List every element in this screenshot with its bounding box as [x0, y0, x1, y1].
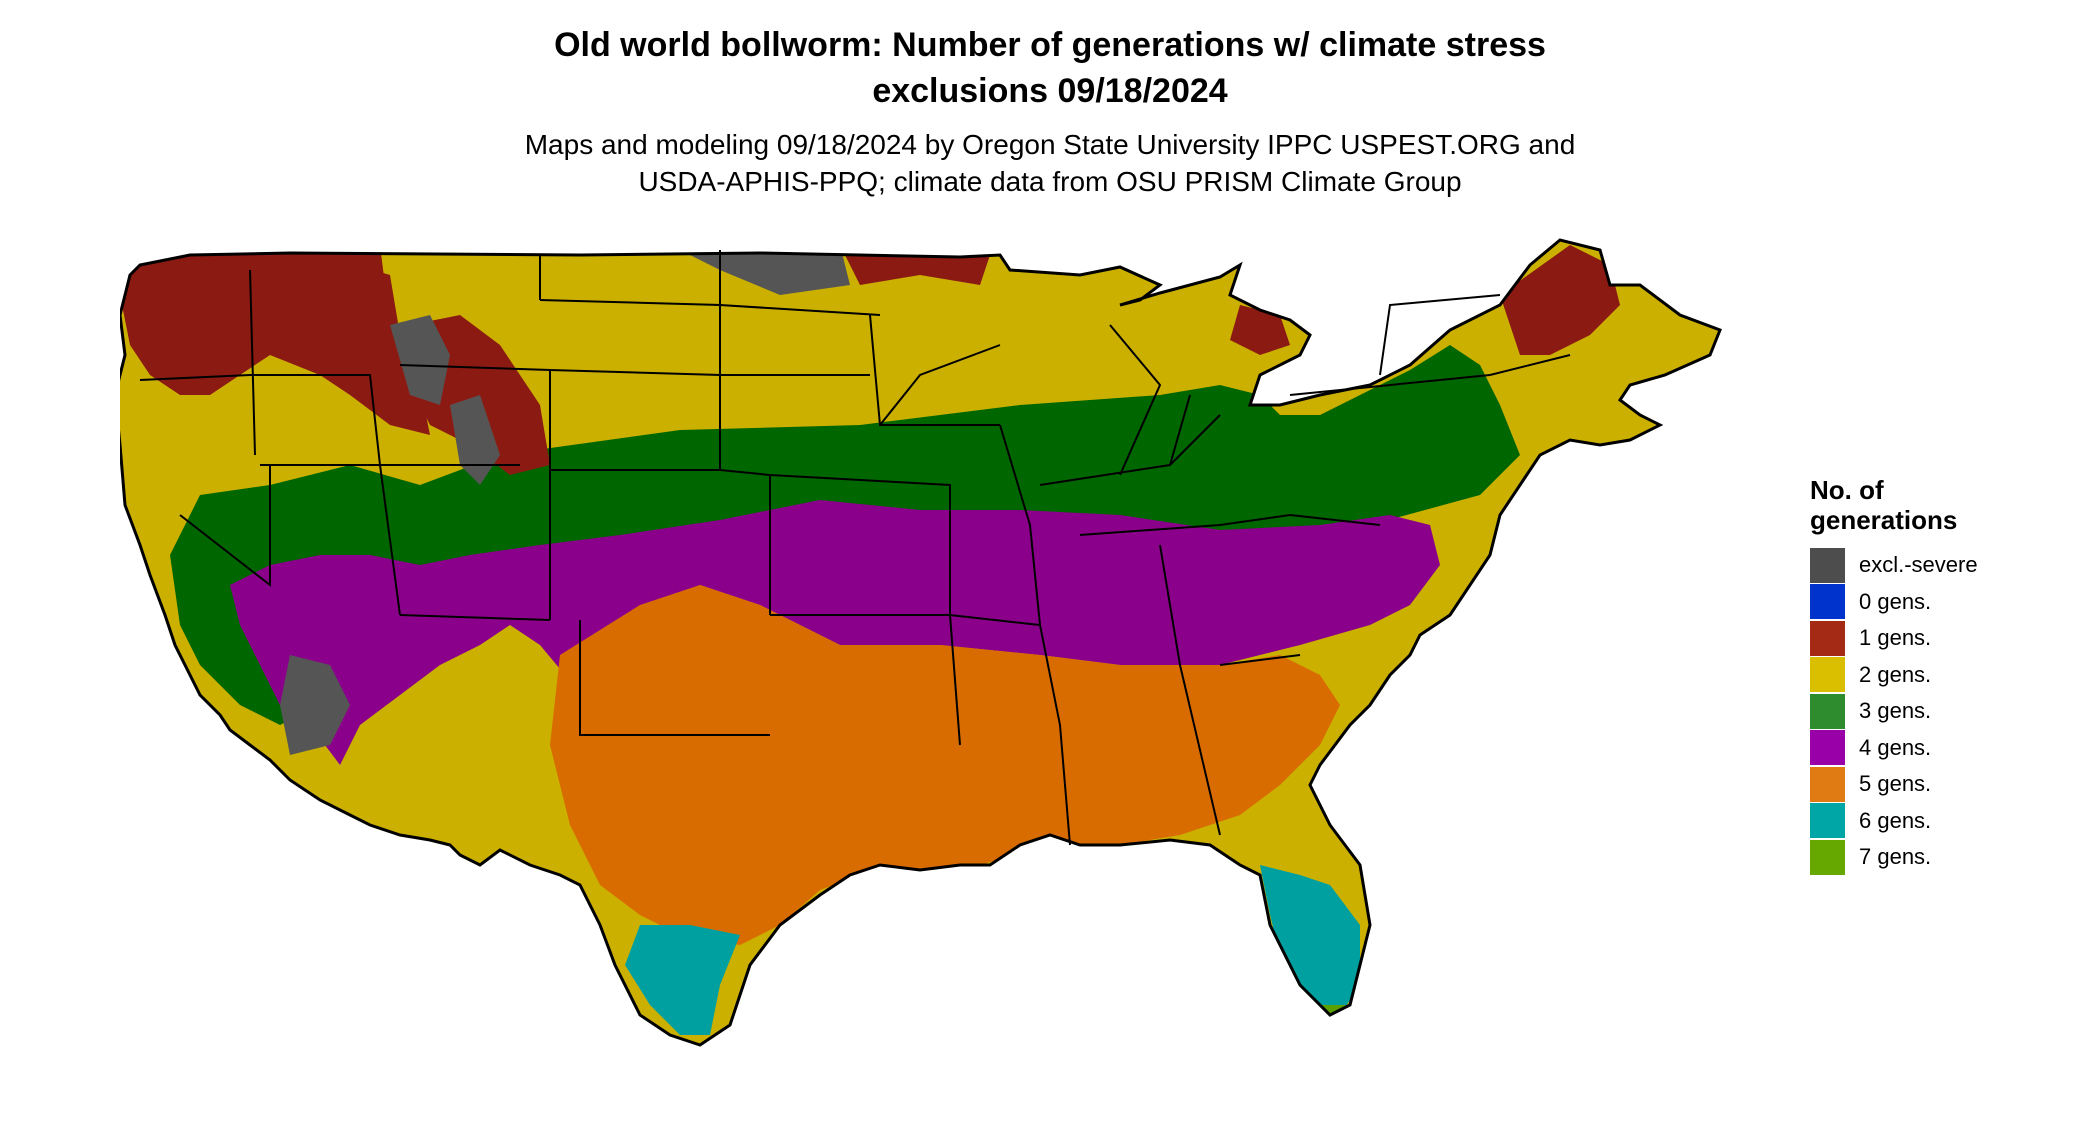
- state-boundary: [1289, 374, 1491, 396]
- legend-title-line-2: generations: [1810, 505, 1958, 535]
- region-1-gens-idaho: [240, 255, 400, 345]
- legend-swatch: [1810, 803, 1845, 839]
- region-3-gens: [170, 345, 1520, 725]
- legend-swatch: [1810, 730, 1845, 766]
- state-boundary: [399, 614, 551, 621]
- legend-item: 4 gens.: [1810, 730, 2070, 767]
- legend-item: excl.-severe: [1810, 547, 2070, 584]
- legend-swatch: [1810, 547, 1845, 583]
- legend-label: 4 gens.: [1859, 734, 1932, 760]
- region-excluded-north-dakota: [680, 245, 850, 295]
- region-excluded-southwest: [280, 655, 350, 755]
- map-title-line-1: Old world bollworm: Number of generation…: [554, 26, 1546, 64]
- map-title-line-2: exclusions 09/18/2024: [872, 72, 1228, 110]
- state-boundary: [1169, 394, 1191, 466]
- legend-swatch: [1810, 584, 1845, 620]
- us-generations-map: [120, 225, 1780, 1125]
- legend-label: 0 gens.: [1859, 588, 1932, 614]
- legend-swatch: [1810, 766, 1845, 802]
- legend-label: 3 gens.: [1859, 698, 1932, 724]
- state-boundary: [1489, 354, 1571, 376]
- legend-item: 5 gens.: [1810, 766, 2070, 803]
- legend-item: 3 gens.: [1810, 693, 2070, 730]
- legend-item: 2 gens.: [1810, 657, 2070, 694]
- legend-label: excl.-severe: [1859, 552, 1978, 578]
- legend-swatch: [1810, 693, 1845, 729]
- state-boundary: [549, 369, 721, 471]
- legend-item: 6 gens.: [1810, 803, 2070, 840]
- state-boundary: [1379, 294, 1501, 376]
- region-1-gens-new-england: [1500, 245, 1620, 355]
- region-7-gens: [1315, 1005, 1350, 1035]
- state-boundary: [579, 620, 770, 736]
- legend-item: 1 gens.: [1810, 620, 2070, 657]
- state-boundary: [179, 465, 271, 588]
- region-1-gens-new-york: [1230, 305, 1290, 355]
- state-boundary: [1159, 544, 1221, 836]
- region-6-gens-florida: [1260, 865, 1360, 1015]
- state-boundary: [999, 424, 1041, 626]
- state-boundary: [1219, 654, 1301, 666]
- map-subtitle-line-2: USDA-APHIS-PPQ; climate data from OSU PR…: [638, 166, 1462, 197]
- region-4-gens: [230, 500, 1440, 765]
- legend-label: 6 gens.: [1859, 807, 1932, 833]
- legend-swatch: [1810, 839, 1845, 875]
- state-boundary: [949, 614, 961, 746]
- region-excluded-colorado: [450, 395, 500, 485]
- state-boundary: [249, 269, 256, 456]
- map-canvas: [120, 238, 1722, 1047]
- state-boundary: [139, 374, 251, 381]
- legend-item: 0 gens.: [1810, 584, 2070, 621]
- legend-swatch: [1810, 657, 1845, 693]
- state-boundary: [769, 474, 951, 615]
- legend-title-line-1: No. of: [1810, 475, 1884, 505]
- state-boundary: [719, 304, 881, 316]
- region-excluded-wyoming: [390, 315, 450, 405]
- region-5-gens: [550, 585, 1340, 945]
- legend-label: 7 gens.: [1859, 844, 1932, 870]
- map-subtitle-line-1: Maps and modeling 09/18/2024 by Oregon S…: [524, 129, 1576, 160]
- state-boundary: [1289, 514, 1381, 526]
- state-boundary: [879, 344, 1001, 426]
- state-boundary: [250, 374, 381, 466]
- legend-items: excl.-severe 0 gens. 1 gens. 2 gens. 3 gens.…: [1810, 547, 2070, 876]
- state-boundary: [1109, 324, 1162, 476]
- legend-label: 5 gens.: [1859, 771, 1932, 797]
- legend-title: No. of generations: [1810, 475, 2070, 535]
- legend: No. of generations excl.-severe 0 gens. 1 …: [1810, 475, 2070, 876]
- legend-label: 2 gens.: [1859, 661, 1932, 687]
- state-boundary: [379, 464, 401, 616]
- state-boundary: [1039, 624, 1071, 846]
- legend-item: 7 gens.: [1810, 839, 2070, 876]
- state-boundary: [1079, 514, 1291, 536]
- legend-label: 1 gens.: [1859, 625, 1932, 651]
- legend-swatch: [1810, 620, 1845, 656]
- region-6-gens-texas: [625, 925, 740, 1035]
